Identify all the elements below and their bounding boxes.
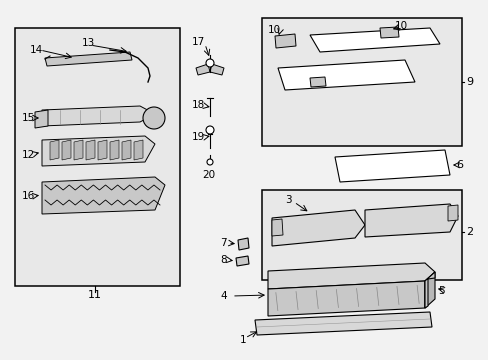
Polygon shape [274, 34, 295, 48]
Polygon shape [42, 136, 155, 166]
Bar [15, 28, 180, 286]
Text: 6: 6 [455, 160, 462, 170]
Polygon shape [110, 140, 119, 160]
Polygon shape [35, 110, 48, 128]
Text: 16: 16 [22, 191, 35, 201]
Polygon shape [45, 52, 132, 66]
Text: 10: 10 [394, 21, 407, 31]
Bar [262, 18, 461, 146]
Polygon shape [62, 140, 71, 160]
Text: 13: 13 [82, 38, 95, 48]
Text: 18: 18 [192, 100, 205, 110]
Polygon shape [278, 60, 414, 90]
Text: 17: 17 [192, 37, 205, 47]
Polygon shape [364, 204, 457, 237]
Circle shape [205, 59, 214, 67]
Polygon shape [267, 281, 424, 316]
Polygon shape [86, 140, 95, 160]
Text: 20: 20 [202, 170, 215, 180]
Polygon shape [236, 256, 248, 266]
Polygon shape [309, 77, 325, 87]
Polygon shape [424, 272, 434, 308]
Circle shape [142, 107, 164, 129]
Text: 2: 2 [465, 227, 472, 237]
Polygon shape [42, 106, 155, 126]
Polygon shape [424, 272, 434, 308]
Polygon shape [134, 140, 142, 160]
Polygon shape [271, 219, 283, 236]
Polygon shape [379, 27, 398, 38]
Polygon shape [271, 210, 364, 246]
Text: 7: 7 [220, 238, 226, 248]
Text: 19: 19 [192, 132, 205, 142]
Polygon shape [209, 64, 224, 75]
Circle shape [206, 159, 213, 165]
Text: 9: 9 [465, 77, 472, 87]
Bar [262, 190, 461, 280]
Polygon shape [334, 150, 449, 182]
Polygon shape [50, 140, 59, 160]
Polygon shape [98, 140, 107, 160]
Circle shape [205, 126, 214, 134]
Text: 10: 10 [267, 25, 281, 35]
Polygon shape [42, 177, 164, 214]
Text: 15: 15 [22, 113, 35, 123]
Polygon shape [74, 140, 83, 160]
Text: 5: 5 [437, 286, 444, 296]
Text: 4: 4 [220, 291, 226, 301]
Text: 11: 11 [88, 290, 102, 300]
Text: 1: 1 [240, 335, 246, 345]
Text: 14: 14 [30, 45, 43, 55]
Polygon shape [238, 238, 248, 250]
Polygon shape [309, 28, 439, 52]
Text: 8: 8 [220, 255, 226, 265]
Polygon shape [254, 312, 431, 335]
Polygon shape [447, 205, 457, 221]
Polygon shape [122, 140, 131, 160]
Polygon shape [196, 64, 209, 75]
Polygon shape [267, 263, 434, 289]
Text: 12: 12 [22, 150, 35, 160]
Text: 3: 3 [285, 195, 291, 205]
